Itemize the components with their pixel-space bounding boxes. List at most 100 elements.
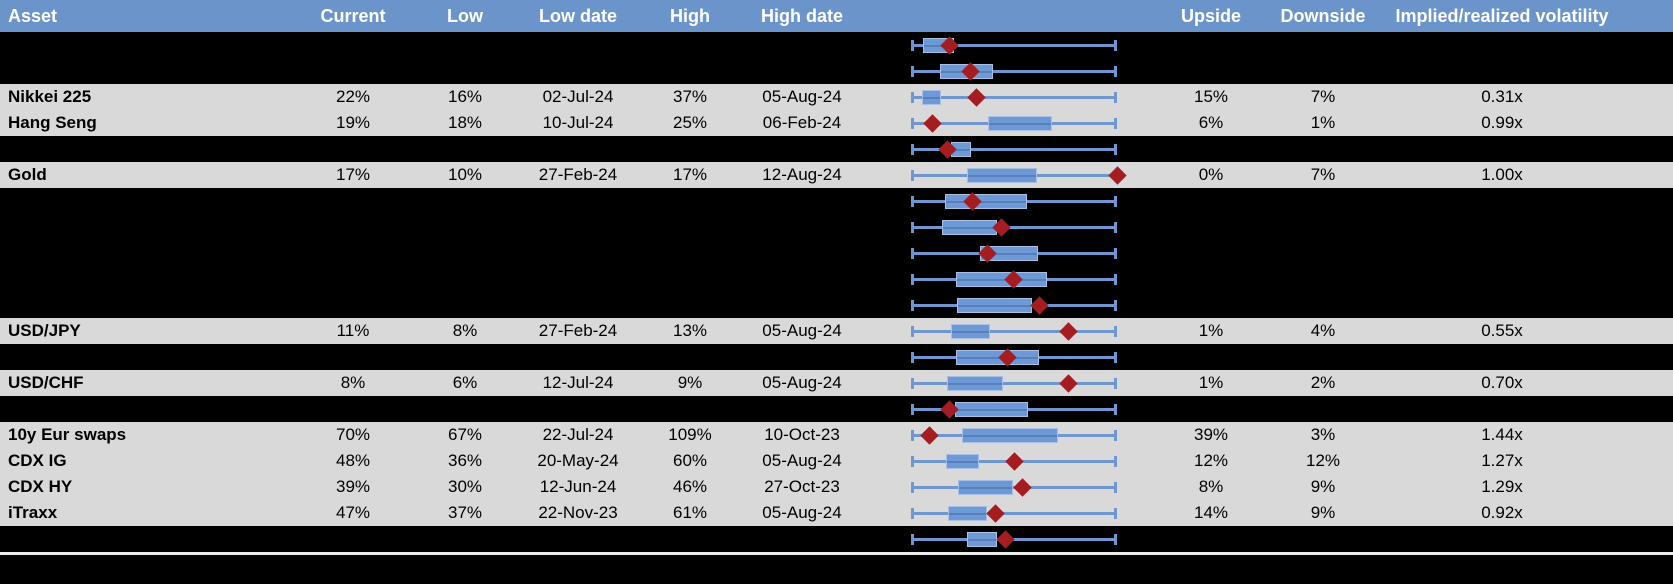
- column-header-implied-realized-volatility: Implied/realized volatility: [1395, 6, 1609, 26]
- cell-asset: USD/JPY: [8, 321, 81, 340]
- whisker-cap-right: [1114, 429, 1117, 441]
- boxplot: [905, 266, 1125, 292]
- cell-high: 25%: [672, 113, 708, 132]
- redacted-row: [0, 188, 1673, 214]
- whisker-cap-right: [1114, 455, 1117, 467]
- cell-vol: 1.29x: [1481, 477, 1523, 496]
- boxplot: [905, 396, 1125, 422]
- whisker-cap-right: [1114, 351, 1117, 363]
- whisker-cap-right: [1114, 143, 1117, 155]
- cell-high-date: 12-Aug-24: [762, 165, 842, 184]
- whisker-cap-left: [911, 247, 914, 259]
- iqr-box: [980, 245, 1038, 261]
- whisker-cap-left: [911, 507, 914, 519]
- iqr-box: [947, 375, 1003, 391]
- whisker-line: [912, 225, 1117, 229]
- whisker-cap-right: [1114, 221, 1117, 233]
- iqr-box: [967, 167, 1037, 183]
- whisker-cap-left: [911, 273, 914, 285]
- whisker-cap-left: [911, 117, 914, 129]
- boxplot: [905, 110, 1125, 136]
- cell-high-date: 27-Oct-23: [764, 477, 840, 496]
- iqr-box: [922, 89, 941, 105]
- cell-current: 17%: [335, 165, 371, 184]
- cell-high-date: 06-Feb-24: [762, 113, 842, 132]
- whisker-cap-left: [911, 403, 914, 415]
- cell-current: 70%: [335, 425, 371, 444]
- whisker-cap-left: [911, 429, 914, 441]
- table-row: Nikkei 225 22% 16% 02-Jul-24 37% 05-Aug-24 15%…: [0, 84, 1673, 110]
- whisker-line: [912, 537, 1117, 541]
- median-line: [952, 330, 989, 333]
- median-line: [952, 148, 970, 151]
- cell-low-date: 22-Nov-23: [538, 503, 618, 522]
- redacted-row: [0, 266, 1673, 292]
- redacted-row: [0, 58, 1673, 84]
- table-row: Gold 17% 10% 27-Feb-24 17% 12-Aug-24 0% 7% 1.00x: [0, 162, 1673, 188]
- whisker-line: [912, 147, 1117, 151]
- cell-asset: Gold: [8, 165, 47, 184]
- cell-high: 109%: [668, 425, 712, 444]
- iqr-box: [958, 479, 1013, 495]
- cell-upside: 0%: [1198, 165, 1224, 184]
- cell-low: 30%: [447, 477, 483, 496]
- median-line: [957, 356, 1038, 359]
- whisker-cap-left: [911, 65, 914, 77]
- table-bottom-divider: [0, 552, 1673, 555]
- boxplot: [905, 240, 1125, 266]
- whisker-cap-right: [1114, 533, 1117, 545]
- cell-low: 16%: [447, 87, 483, 106]
- cell-low-date: 22-Jul-24: [542, 425, 614, 444]
- iqr-box: [945, 193, 1027, 209]
- iqr-box: [951, 323, 990, 339]
- median-line: [948, 382, 1002, 385]
- whisker-cap-right: [1114, 65, 1117, 77]
- cell-vol: 0.55x: [1481, 321, 1523, 340]
- cell-low: 37%: [447, 503, 483, 522]
- cell-upside: 1%: [1198, 373, 1224, 392]
- whisker-cap-right: [1114, 117, 1117, 129]
- boxplot: [905, 58, 1125, 84]
- boxplot: [905, 448, 1125, 474]
- boxplot: [905, 526, 1125, 552]
- cell-current: 8%: [340, 373, 366, 392]
- column-header-high-date: High date: [760, 6, 843, 26]
- cell-upside: 8%: [1198, 477, 1224, 496]
- iqr-box: [948, 505, 987, 521]
- whisker-line: [912, 43, 1117, 47]
- whisker-cap-right: [1114, 377, 1117, 389]
- cell-high: 46%: [672, 477, 708, 496]
- redacted-row: [0, 136, 1673, 162]
- cell-low-date: 12-Jul-24: [542, 373, 614, 392]
- current-level-diamond-icon: [1004, 451, 1024, 471]
- current-level-diamond-icon: [1058, 321, 1078, 341]
- cell-upside: 15%: [1193, 87, 1229, 106]
- cell-asset: Hang Seng: [8, 113, 97, 132]
- whisker-cap-left: [911, 377, 914, 389]
- median-line: [963, 434, 1057, 437]
- cell-upside: 39%: [1193, 425, 1229, 444]
- whisker-cap-left: [911, 351, 914, 363]
- cell-current: 47%: [335, 503, 371, 522]
- whisker-line: [912, 381, 1117, 385]
- boxplot: [905, 214, 1125, 240]
- whisker-cap-left: [911, 169, 914, 181]
- iqr-box: [962, 427, 1058, 443]
- cell-low-date: 27-Feb-24: [538, 165, 618, 184]
- cell-downside: 9%: [1310, 477, 1336, 496]
- whisker-cap-left: [911, 91, 914, 103]
- redacted-row: [0, 214, 1673, 240]
- iqr-box: [967, 531, 997, 547]
- cell-current: 48%: [335, 451, 371, 470]
- whisker-cap-left: [911, 299, 914, 311]
- iqr-box: [946, 453, 979, 469]
- cell-low: 10%: [447, 165, 483, 184]
- cell-vol: 1.27x: [1481, 451, 1523, 470]
- redacted-row: [0, 292, 1673, 318]
- cell-upside: 12%: [1193, 451, 1229, 470]
- current-level-diamond-icon: [966, 87, 986, 107]
- median-line: [949, 512, 986, 515]
- cell-high-date: 10-Oct-23: [764, 425, 840, 444]
- median-line: [989, 122, 1051, 125]
- table-row: Hang Seng 19% 18% 10-Jul-24 25% 06-Feb-24 6% 1%…: [0, 110, 1673, 136]
